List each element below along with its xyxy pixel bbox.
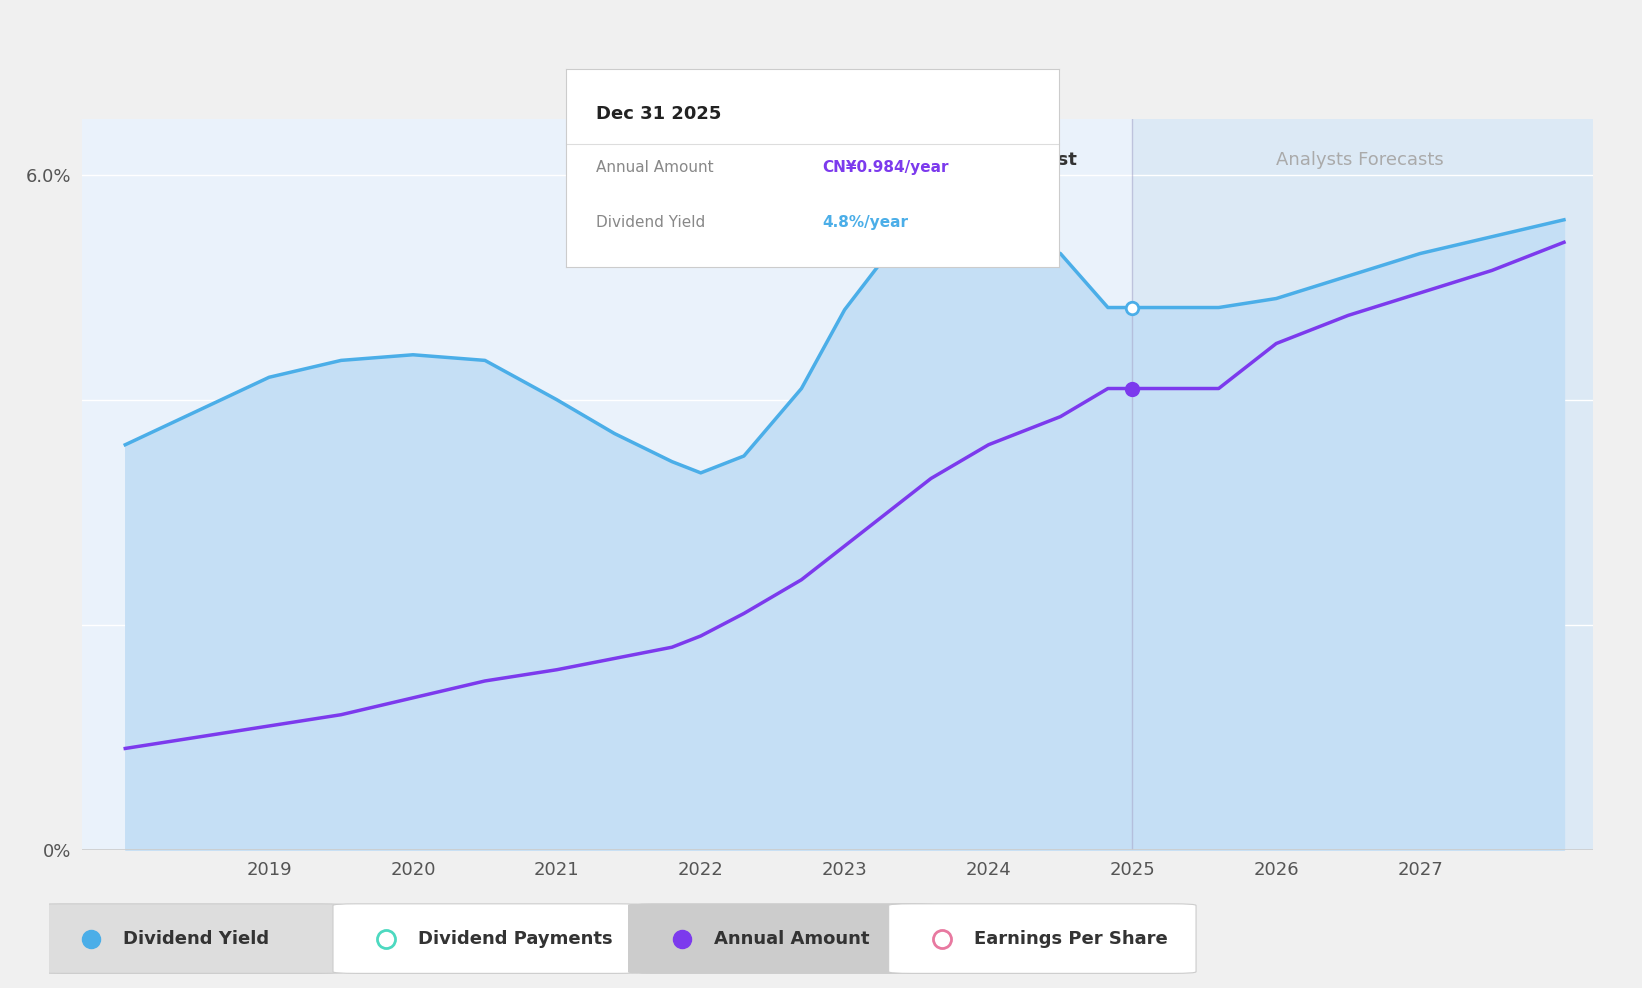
Text: Analysts Forecasts: Analysts Forecasts (1276, 151, 1443, 169)
Text: Earnings Per Share: Earnings Per Share (974, 930, 1167, 947)
FancyBboxPatch shape (333, 904, 640, 973)
FancyBboxPatch shape (38, 904, 345, 973)
Text: CN¥0.984/year: CN¥0.984/year (823, 160, 949, 175)
FancyBboxPatch shape (888, 904, 1195, 973)
Text: Dec 31 2025: Dec 31 2025 (596, 105, 721, 123)
Text: Past: Past (1034, 151, 1077, 169)
FancyBboxPatch shape (629, 904, 936, 973)
Text: Dividend Yield: Dividend Yield (596, 215, 706, 230)
Text: Dividend Yield: Dividend Yield (123, 930, 269, 947)
Bar (1133, 119, 1593, 850)
Text: Annual Amount: Annual Amount (596, 160, 714, 175)
Text: 4.8%/year: 4.8%/year (823, 215, 908, 230)
Text: Dividend Payments: Dividend Payments (419, 930, 612, 947)
Text: Annual Amount: Annual Amount (714, 930, 869, 947)
